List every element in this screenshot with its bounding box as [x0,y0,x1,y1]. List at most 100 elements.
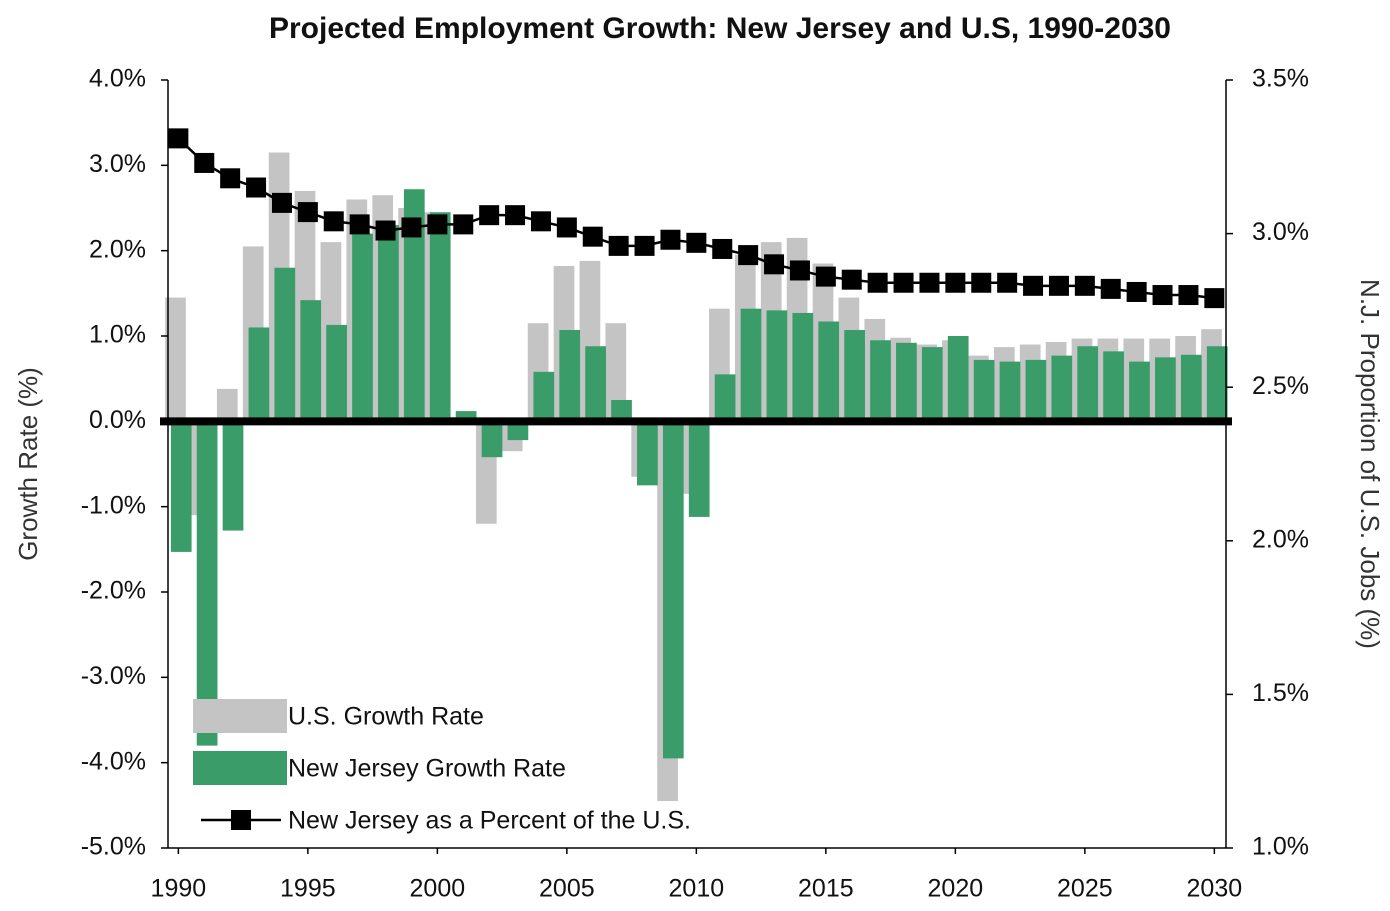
chart-title: Projected Employment Growth: New Jersey … [269,12,1171,45]
y2-tick-label: 1.5% [1252,679,1309,707]
bar [605,323,627,422]
y-tick-label: 2.0% [89,235,146,263]
bar [818,321,840,422]
bar [921,347,943,422]
bar [740,308,762,422]
x-tick-label: 2020 [928,875,984,903]
x-tick-label: 2025 [1057,875,1113,903]
bar [1077,346,1099,422]
line-marker [893,272,914,293]
bar [947,336,969,422]
bar [300,300,322,422]
bar [844,330,865,422]
line-marker [1100,278,1121,299]
bar [688,421,710,517]
bar [870,340,891,422]
x-tick-label: 2015 [798,875,854,903]
line-marker [246,177,267,198]
line-marker [841,269,862,290]
bar [999,361,1021,422]
line-marker [1204,288,1225,309]
line-marker [997,272,1018,293]
bar [1025,359,1047,422]
bar [274,267,296,422]
line-marker [1126,281,1147,302]
bar [352,233,373,422]
legend-label: New Jersey Growth Rate [288,755,566,783]
y-tick-label: -5.0% [81,833,146,861]
bar [403,189,425,422]
y2-axis-label: N.J. Proportion of U.S. Jobs (%) [1355,279,1385,649]
bar [662,421,684,759]
line-marker [453,214,474,235]
line-marker [297,202,318,223]
line-marker [375,220,396,241]
x-tick-label: 2005 [539,875,595,903]
bar [1051,355,1073,422]
y-tick-label: 3.0% [89,150,146,178]
bar [1206,346,1228,422]
line-marker [660,229,681,250]
bar [585,346,606,422]
y2-tick-label: 3.5% [1252,65,1309,93]
line-marker [505,205,526,226]
y-tick-label: 4.0% [89,65,146,93]
line-marker [815,266,836,287]
bar [216,388,238,422]
bar [611,400,632,422]
line-marker [1178,285,1199,306]
y2-tick-label: 2.5% [1252,372,1309,400]
line-marker [401,217,422,238]
y-axis-label: Growth Rate (%) [13,367,43,561]
bar [1129,361,1150,422]
bar [429,212,451,422]
legend-label: New Jersey as a Percent of the U.S. [288,807,691,835]
bar [378,225,399,422]
bar [973,359,995,422]
legend-label: U.S. Growth Rate [288,703,484,731]
y-tick-label: 1.0% [89,321,146,349]
line-marker [634,235,655,256]
line-marker [556,217,577,238]
bar [533,371,555,422]
line-marker [479,205,500,226]
bar [714,374,736,422]
bar [481,421,503,458]
bar [792,312,814,422]
x-tick-label: 1995 [280,875,336,903]
line-marker [349,214,370,235]
bar [507,421,529,441]
y2-tick-label: 1.0% [1252,833,1309,861]
x-tick-label: 1990 [151,875,207,903]
y-tick-label: -1.0% [81,491,146,519]
line-marker [1152,285,1173,306]
bar [1155,357,1176,422]
bar [766,310,788,422]
bar [559,330,581,422]
x-tick-label: 2000 [410,875,466,903]
bar [248,327,270,422]
line-marker [867,272,888,293]
line-marker [271,192,292,213]
line-marker [323,211,344,232]
line-marker [608,235,629,256]
line-marker [764,254,785,275]
line-marker [712,238,733,259]
line-marker [738,245,759,266]
legend-marker [231,810,251,830]
bar [222,421,244,531]
y2-tick-label: 3.0% [1252,218,1309,246]
line-marker [789,260,810,281]
line-marker [945,272,966,293]
line-marker [1023,275,1044,296]
y-tick-label: -4.0% [81,747,146,775]
line-marker [971,272,992,293]
legend-swatch [193,751,287,785]
bar [896,342,917,422]
line-marker [1048,275,1069,296]
x-tick-label: 2010 [669,875,725,903]
y-tick-label: 0.0% [89,406,146,434]
bar [326,324,347,422]
bar [455,411,477,422]
line-marker [220,168,241,189]
